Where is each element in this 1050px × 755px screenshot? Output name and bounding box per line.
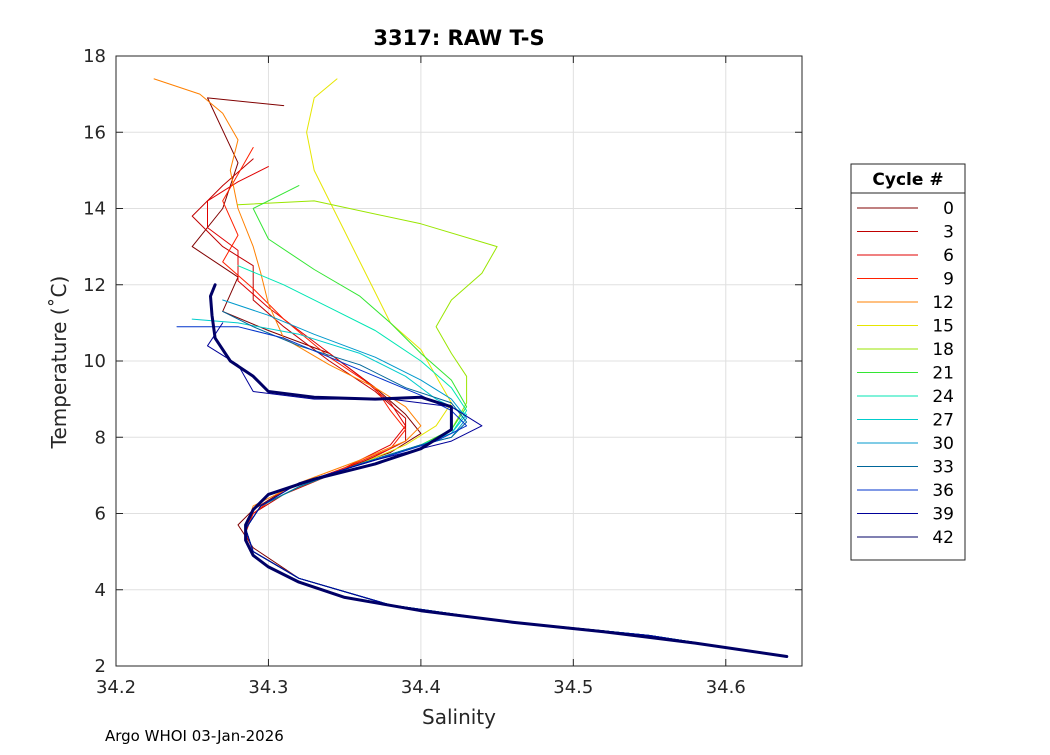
legend-label: 18 bbox=[932, 340, 954, 360]
x-tick-label: 34.4 bbox=[401, 677, 441, 698]
legend-label: 42 bbox=[932, 528, 954, 548]
legend-title: Cycle # bbox=[872, 170, 943, 190]
legend-label: 15 bbox=[932, 317, 954, 337]
legend-box bbox=[850, 163, 966, 561]
x-tick-label: 34.2 bbox=[96, 677, 136, 698]
legend-label: 3 bbox=[943, 223, 954, 243]
legend-label: 24 bbox=[932, 387, 954, 407]
y-tick-label: 18 bbox=[83, 46, 106, 67]
y-tick-label: 4 bbox=[95, 580, 106, 601]
footer-text: Argo WHOI 03-Jan-2026 bbox=[105, 727, 284, 745]
series-layer bbox=[153, 78, 789, 658]
y-tick-label: 10 bbox=[83, 351, 106, 372]
y-tick-label: 16 bbox=[83, 122, 106, 143]
legend-label: 27 bbox=[932, 411, 954, 431]
y-tick-label: 2 bbox=[95, 656, 106, 677]
y-tick-label: 12 bbox=[83, 275, 106, 296]
legend-label: 33 bbox=[932, 458, 954, 478]
x-tick-label: 34.5 bbox=[553, 677, 593, 698]
y-tick-label: 6 bbox=[95, 504, 106, 525]
legend-label: 12 bbox=[932, 293, 954, 313]
y-axis-label: Temperature (˚C) bbox=[47, 276, 71, 450]
legend-label: 36 bbox=[932, 481, 954, 501]
legend-label: 39 bbox=[932, 505, 954, 525]
legend-label: 0 bbox=[943, 199, 954, 219]
y-tick-label: 14 bbox=[83, 199, 106, 220]
x-axis-label: Salinity bbox=[422, 705, 496, 729]
series-line-cycle-42 bbox=[209, 283, 789, 658]
x-tick-label: 34.6 bbox=[706, 677, 746, 698]
x-tick-label: 34.3 bbox=[248, 677, 288, 698]
ticks: 34.2 34.3 34.4 34.5 34.6 2 4 6 8 10 12 14 16 18 bbox=[83, 46, 802, 698]
legend-label: 30 bbox=[932, 434, 954, 454]
legend-label: 21 bbox=[932, 364, 954, 384]
y-tick-label: 8 bbox=[95, 427, 106, 448]
chart-title: 3317: RAW T-S bbox=[373, 26, 544, 50]
legend-label: 6 bbox=[943, 246, 954, 266]
legend-label: 9 bbox=[943, 270, 954, 290]
